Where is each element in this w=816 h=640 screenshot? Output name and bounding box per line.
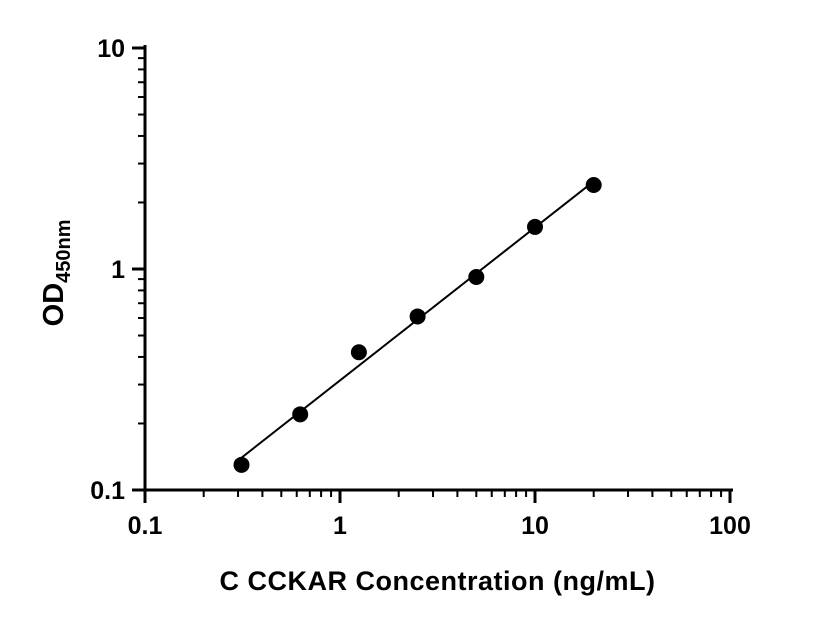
y-axis-title-main: OD bbox=[38, 282, 71, 327]
data-point bbox=[527, 218, 543, 235]
x-tick-label: 0.1 bbox=[128, 512, 163, 540]
y-tick-label: 0.1 bbox=[90, 477, 125, 505]
x-tick-label: 10 bbox=[521, 512, 549, 540]
data-point bbox=[292, 406, 309, 423]
x-axis-title: C CCKAR Concentration (ng/mL) bbox=[219, 566, 656, 596]
data-point bbox=[585, 176, 602, 193]
data-point bbox=[468, 269, 485, 286]
y-tick-label: 10 bbox=[97, 35, 125, 63]
data-point bbox=[409, 308, 426, 325]
y-tick-label: 1 bbox=[111, 256, 125, 284]
y-axis-title: OD450nm bbox=[38, 158, 76, 388]
x-tick-label: 100 bbox=[709, 512, 751, 540]
data-point bbox=[233, 456, 250, 473]
y-axis-title-subscript: 450nm bbox=[52, 219, 75, 283]
data-point bbox=[350, 344, 367, 361]
x-tick-label: 1 bbox=[333, 512, 347, 540]
